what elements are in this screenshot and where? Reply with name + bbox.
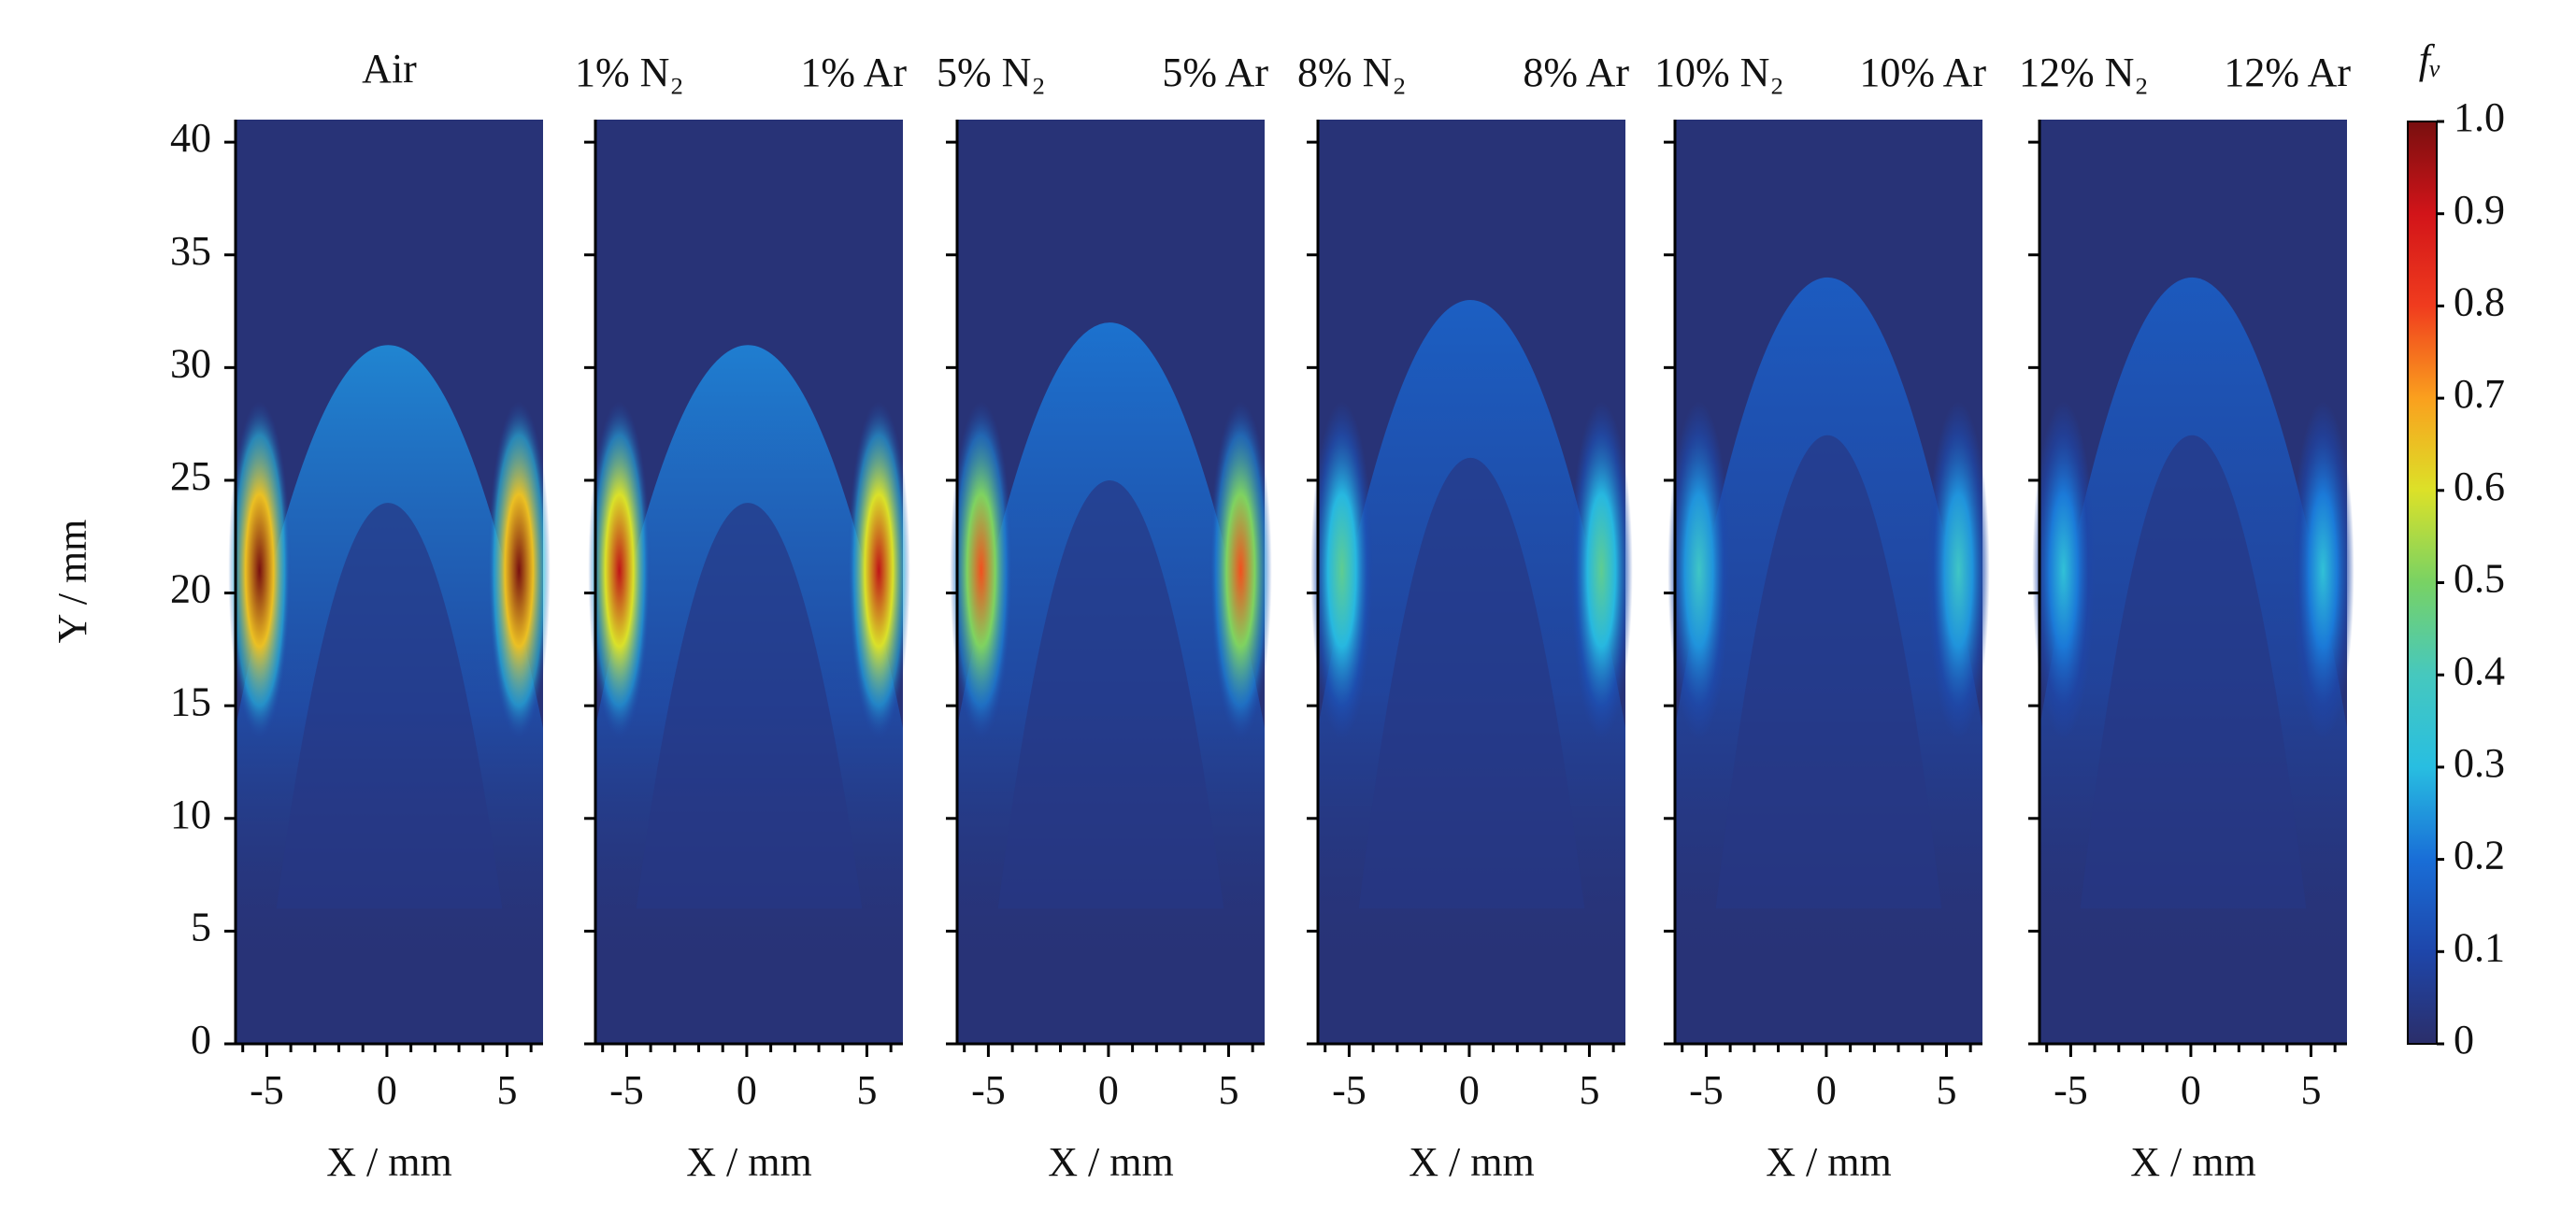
x-tick-label: -5 [2054, 1067, 2088, 1113]
colorbar-tick-label: 0.4 [2454, 648, 2505, 693]
y-tick-label: 25 [170, 453, 211, 499]
x-tick-label: 5 [1579, 1067, 1599, 1113]
flame-core [1715, 435, 1942, 909]
y-tick-label: 5 [191, 904, 211, 949]
panel-title: 1% N₂ [575, 50, 684, 95]
x-tick-label: 5 [1218, 1067, 1238, 1113]
x-tick-label: 5 [856, 1067, 877, 1113]
y-tick-label: 10 [170, 792, 211, 837]
x-tick-label: 5 [2300, 1067, 2321, 1113]
panel: -5 0 5 X / mm 8% N₂ 8% Ar [1297, 50, 1633, 1185]
flame-core [276, 503, 503, 909]
panel: -5 0 5 X / mm 10% N₂ 10% Ar [1654, 50, 1990, 1185]
colorbar-tick-label: 0.7 [2454, 371, 2505, 417]
x-axis-label: X / mm [1409, 1139, 1534, 1185]
colorbar-tick-label: 1.0 [2454, 94, 2505, 140]
x-tick-label: 0 [2181, 1067, 2201, 1113]
flame-wing [487, 401, 551, 740]
x-tick-label: -5 [971, 1067, 1006, 1113]
flame-wing [1209, 401, 1272, 740]
y-tick-label: 0 [191, 1017, 211, 1063]
flame-wing [1310, 401, 1374, 740]
colorbar-tick-label: 0.6 [2454, 464, 2505, 509]
x-axis-label: X / mm [686, 1139, 811, 1185]
x-tick-label: -5 [250, 1067, 284, 1113]
flame-wing [2291, 401, 2354, 740]
y-tick-label: 35 [170, 228, 211, 274]
panel-title: 10% N₂ [1654, 50, 1784, 95]
panel-title: 10% Ar [1859, 50, 1986, 95]
flame-wing [588, 401, 651, 740]
panel-title: Air [362, 46, 417, 92]
colorbar-tick-label: 0.5 [2454, 556, 2505, 602]
panel: -5 0 5 X / mm 1% N₂ 1% Ar [575, 50, 910, 1185]
x-axis-label: X / mm [2130, 1139, 2255, 1185]
x-tick-label: 5 [1936, 1067, 1956, 1113]
colorbar-tick-label: 0.1 [2454, 924, 2505, 970]
flame-core [997, 479, 1224, 909]
panel-title: 8% N₂ [1297, 50, 1407, 95]
y-axis-label: Y / mm [50, 520, 95, 644]
x-tick-label: 5 [496, 1067, 517, 1113]
panel: 0 5 10 15 20 25 30 35 40 -5 0 5 X / mm Air [170, 46, 551, 1185]
panel: -5 0 5 X / mm 12% N₂ 12% Ar [2019, 50, 2354, 1185]
flame-wing [228, 401, 292, 740]
x-tick-label: 0 [737, 1067, 757, 1113]
panel-title: 1% Ar [800, 50, 907, 95]
flame-core [2080, 435, 2307, 909]
panel-title: 12% Ar [2224, 50, 2351, 95]
colorbar-tick-label: 0 [2454, 1017, 2474, 1063]
y-tick-label: 40 [170, 115, 211, 161]
y-tick-label: 20 [170, 566, 211, 612]
colorbar-tick-label: 0.2 [2454, 833, 2505, 878]
x-tick-label: -5 [609, 1067, 644, 1113]
panel-title: 5% N₂ [937, 50, 1046, 95]
flame-core [1358, 457, 1585, 909]
flame-core [636, 503, 863, 909]
flame-wing [1667, 401, 1731, 740]
x-tick-label: -5 [1332, 1067, 1367, 1113]
x-tick-label: 0 [377, 1067, 397, 1113]
x-axis-label: X / mm [326, 1139, 451, 1185]
y-tick-label: 15 [170, 678, 211, 724]
flame-wing [2032, 401, 2096, 740]
flame-wing [1926, 401, 1990, 740]
panel-title: 12% N₂ [2019, 50, 2149, 95]
panel-title: 8% Ar [1523, 50, 1629, 95]
colorbar [2407, 121, 2438, 1045]
x-axis-label: X / mm [1048, 1139, 1173, 1185]
x-tick-label: 0 [1098, 1067, 1119, 1113]
x-axis-label: X / mm [1766, 1139, 1891, 1185]
x-tick-label: -5 [1689, 1067, 1724, 1113]
panel-title: 5% Ar [1162, 50, 1268, 95]
y-tick-label: 30 [170, 340, 211, 386]
colorbar-tick-label: 0.3 [2454, 740, 2505, 786]
colorbar-tick-label: 0.8 [2454, 278, 2505, 324]
flame-wing [1569, 401, 1633, 740]
colorbar-tick-label: 0.9 [2454, 187, 2505, 233]
flame-wing [847, 401, 910, 740]
flame-wing [950, 401, 1013, 740]
x-tick-label: 0 [1459, 1067, 1480, 1113]
colorbar-label: fᵥ [2419, 36, 2442, 82]
panel: -5 0 5 X / mm 5% N₂ 5% Ar [937, 50, 1272, 1185]
x-tick-label: 0 [1816, 1067, 1837, 1113]
